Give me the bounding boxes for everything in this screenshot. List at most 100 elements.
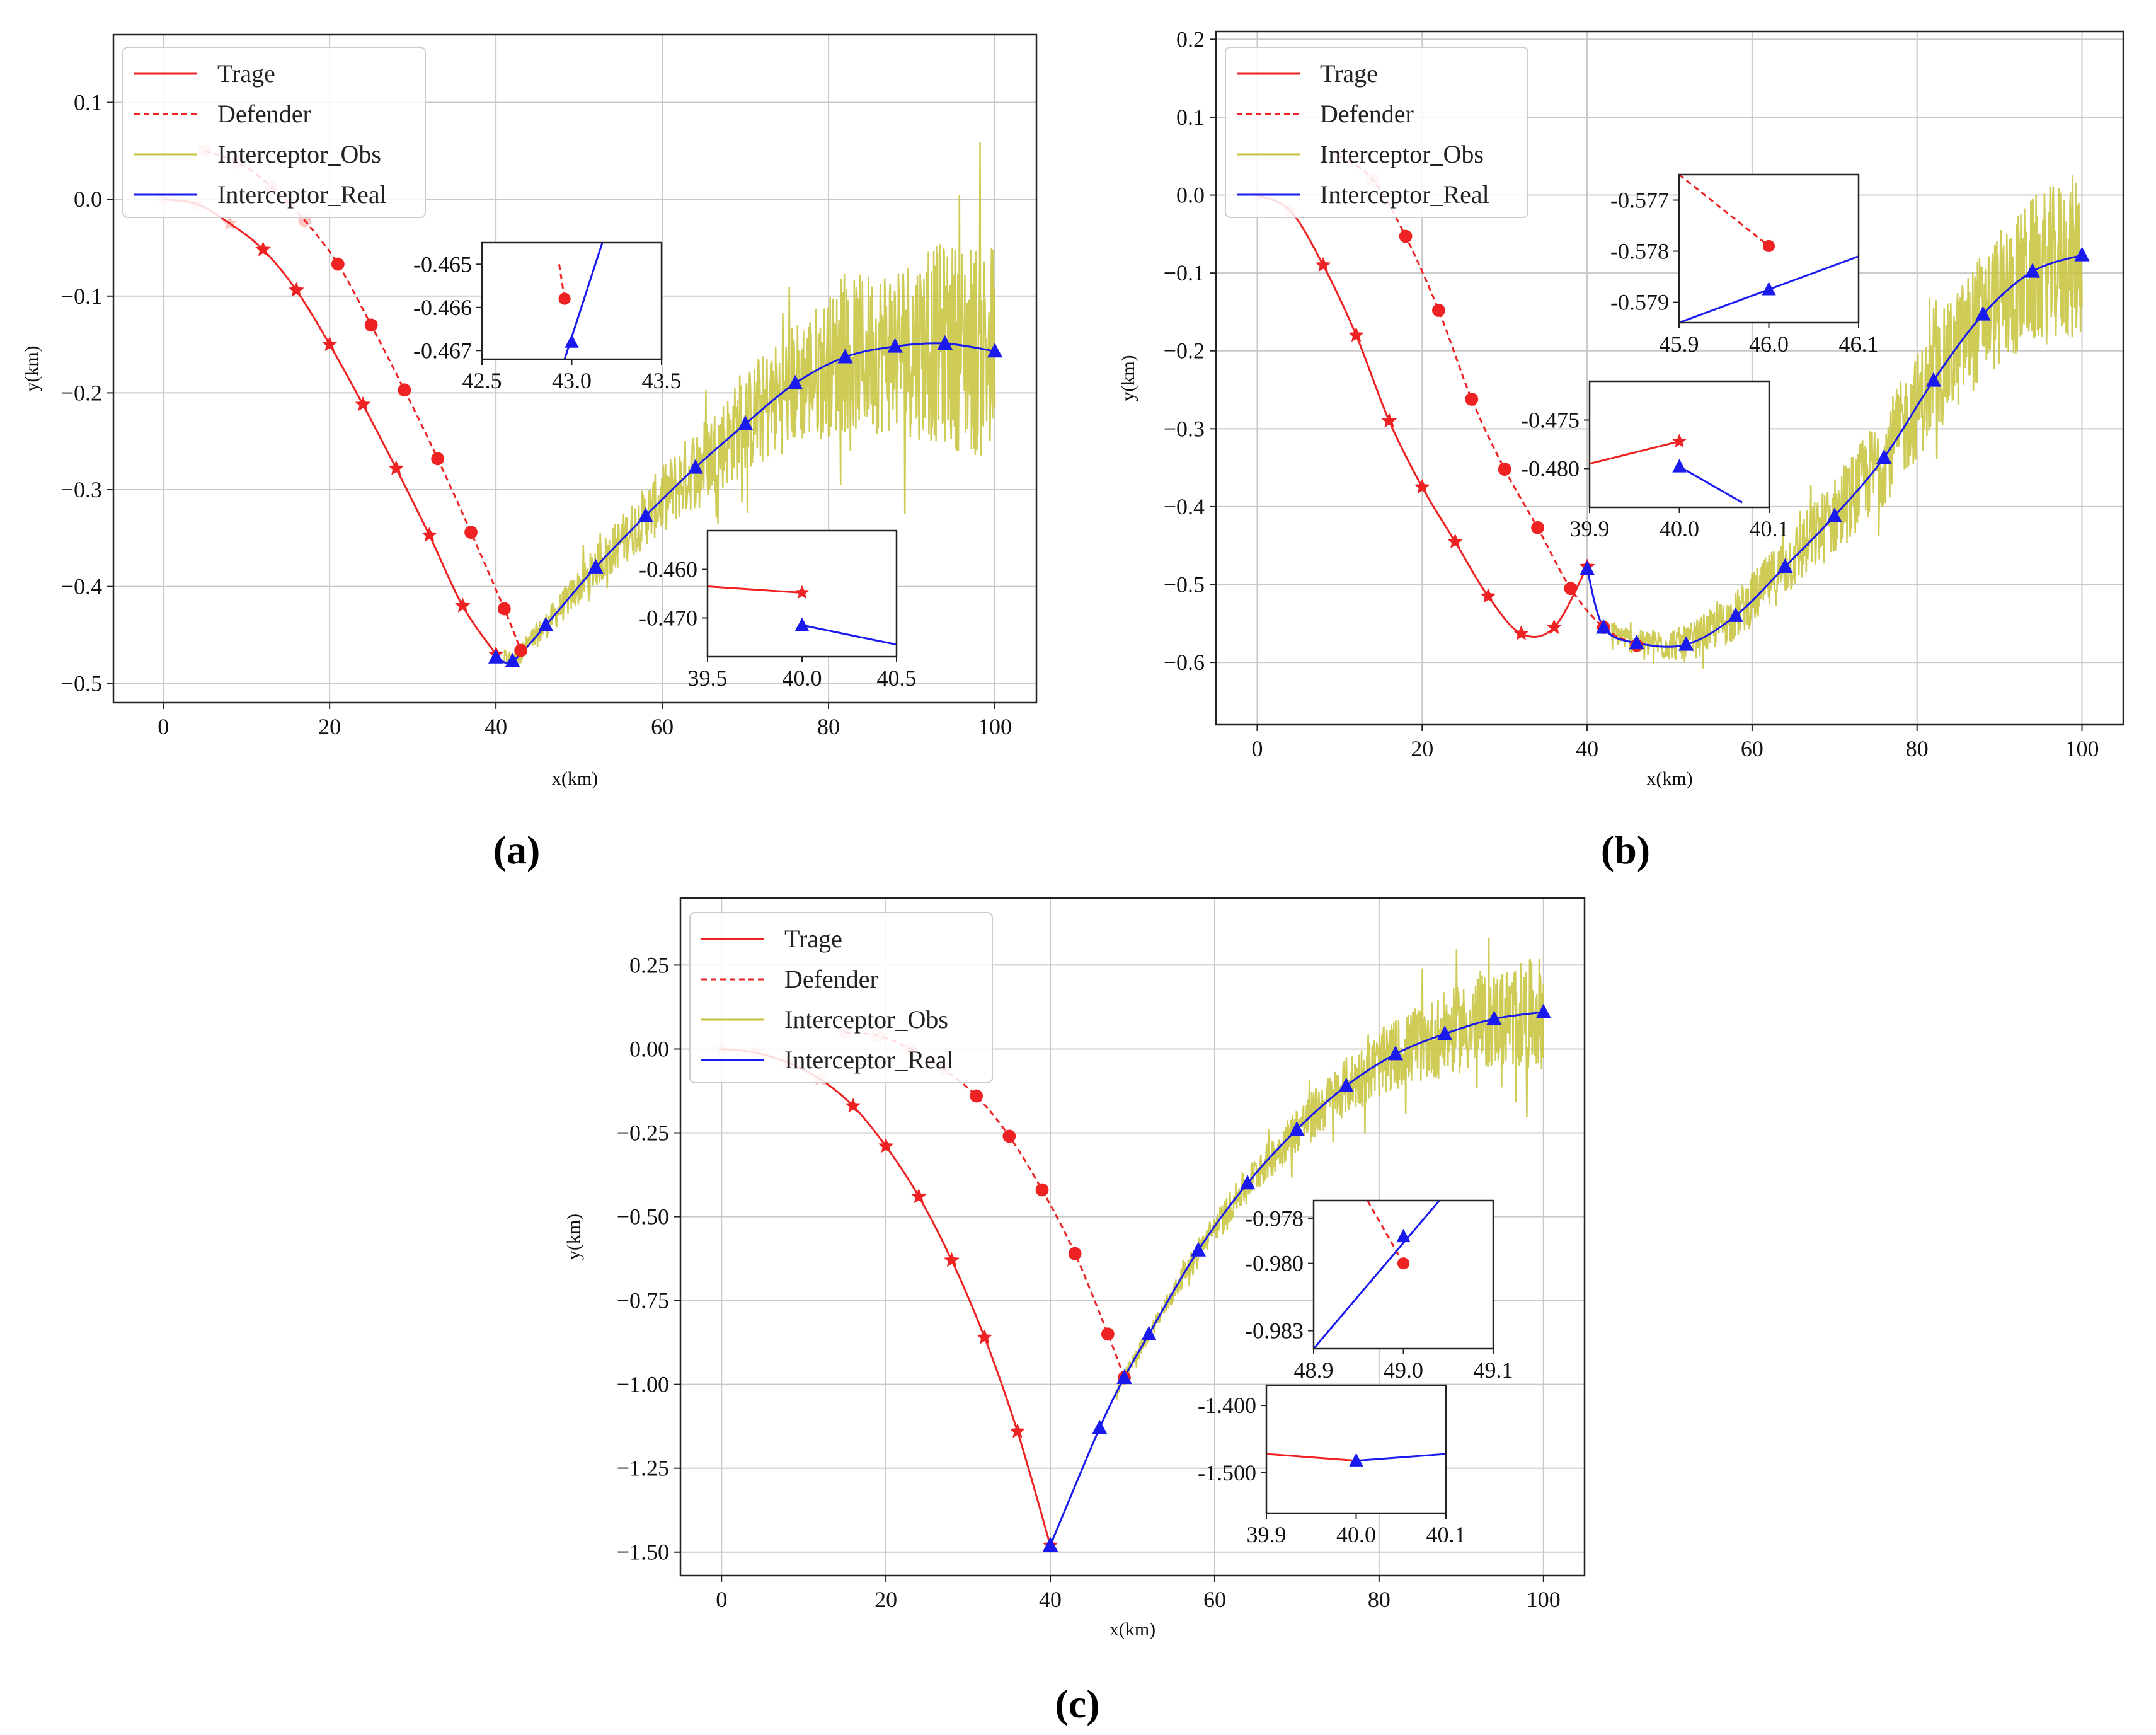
y-tick-label: −1.50 (617, 1540, 669, 1565)
interceptor-real-marker-8 (1387, 1046, 1404, 1061)
inset-x-tick-label: 49.1 (1474, 1357, 1513, 1383)
marker-group (538, 616, 554, 632)
marker-group (937, 335, 953, 350)
inset-line (708, 585, 803, 594)
x-tick-label: 60 (1203, 1587, 1226, 1612)
marker-group (970, 1089, 983, 1103)
trage-marker-0 (1672, 434, 1687, 448)
interceptor-real-marker-0 (1042, 1536, 1058, 1552)
marker-group (421, 527, 437, 542)
legend-label-4: Interceptor_Real (784, 1046, 954, 1074)
inset-y-tick-label: -0.480 (1521, 456, 1580, 481)
y-tick-label: −0.3 (61, 477, 102, 502)
defender-marker-7 (1564, 582, 1578, 596)
marker-group (977, 1329, 992, 1344)
interceptor-real-marker-0 (488, 648, 504, 664)
inset-x-tick-label: 43.5 (642, 368, 682, 393)
defender-marker-3 (1432, 304, 1445, 317)
marker-group (987, 343, 1003, 358)
marker-group (255, 241, 271, 257)
legend-label-1: Trage (217, 59, 275, 88)
defender-marker-0 (1762, 239, 1775, 253)
inset-area (1266, 1385, 1446, 1513)
interceptor-real-marker-1 (794, 617, 810, 631)
interceptor-real-marker-8 (837, 349, 853, 364)
x-tick-label: 40 (485, 714, 507, 739)
inset-x-tick-label: 39.9 (1247, 1522, 1287, 1547)
trage-marker-9 (1009, 1423, 1026, 1438)
inset-line (1590, 440, 1680, 465)
trage-marker-8 (1513, 625, 1529, 640)
marker-group (1437, 1025, 1453, 1040)
interceptor-real-marker-5 (1239, 1175, 1256, 1190)
inset-2: 39.9 40.0 40.1 -0.475 -0.480 (1521, 380, 1789, 541)
marker-group (1629, 634, 1644, 650)
y-tick-label: −1.00 (617, 1372, 669, 1397)
legend-label-3: Interceptor_Obs (1320, 140, 1484, 168)
marker-group (289, 282, 304, 297)
defender-marker-9 (497, 602, 511, 616)
x-tick-label: 40 (1576, 736, 1598, 761)
interceptor-real-marker-6 (1289, 1121, 1305, 1136)
interceptor-real-marker-11 (2074, 246, 2090, 262)
interceptor-real-marker-1 (505, 652, 520, 667)
trage-marker-2 (222, 215, 238, 231)
marker-group (1498, 463, 1511, 476)
y-tick-label: 0.1 (1176, 105, 1205, 130)
x-tick-label: 20 (1411, 736, 1433, 761)
interceptor-real-marker-1 (1396, 1228, 1411, 1243)
y-axis-label: y(km) (563, 1214, 584, 1260)
inset-1: 45.9 46.0 46.1 -0.577 -0.578 -0.579 (1610, 173, 1879, 357)
marker-group (1777, 558, 1793, 574)
y-tick-label: −0.2 (61, 380, 102, 405)
y-tick-label: −0.1 (61, 284, 102, 309)
y-tick-label: −0.75 (617, 1288, 669, 1313)
trage-line (1256, 194, 1588, 638)
marker-group (1414, 479, 1430, 494)
interceptor-real-marker-10 (937, 335, 953, 350)
defender-marker-2 (1399, 229, 1413, 243)
interceptor-real-marker-9 (887, 338, 903, 353)
trage-marker-4 (1381, 413, 1397, 428)
x-tick-label: 20 (874, 1587, 897, 1612)
trage-marker-3 (255, 241, 271, 257)
inset-1: 42.5 43.0 43.5 -0.465 -0.466 -0.467 (413, 241, 682, 393)
defender-marker-0 (1397, 1257, 1410, 1270)
inset-line (1266, 1453, 1356, 1462)
x-tick-label: 20 (318, 714, 341, 739)
marker-group (497, 602, 511, 616)
defender-marker-7 (1068, 1247, 1082, 1260)
marker-group (837, 349, 853, 364)
inset-y-tick-label: -0.467 (413, 338, 472, 363)
x-tick-label: 80 (1368, 1587, 1391, 1612)
inset-y-tick-label: -0.578 (1610, 239, 1669, 264)
x-tick-label: 80 (817, 714, 840, 739)
marker-group (505, 652, 520, 667)
legend-label-3: Interceptor_Obs (784, 1005, 948, 1034)
marker-group (845, 1098, 861, 1113)
plot-frame (112, 33, 1038, 704)
marker-group (1141, 1325, 1157, 1340)
interceptor-real-marker-2 (1116, 1369, 1132, 1384)
defender-marker-8 (1101, 1327, 1115, 1341)
trage-marker-4 (289, 282, 304, 297)
inset-y-tick-label: -0.470 (639, 605, 697, 630)
marker-group (1596, 619, 1612, 634)
interceptor-real-marker-9 (1437, 1025, 1453, 1040)
marker-group (788, 374, 803, 389)
plot-frame (1215, 30, 2124, 726)
inset-2: 39.5 40.0 40.5 -0.460 -0.470 (639, 529, 917, 691)
legend-label-4: Interceptor_Real (1320, 180, 1489, 209)
marker-group (1925, 372, 1942, 387)
inset-x-tick-label: 46.1 (1839, 331, 1879, 357)
inset-line (1679, 175, 1770, 247)
y-tick-label: 0.0 (74, 187, 102, 212)
y-tick-label: 0.2 (1176, 26, 1205, 52)
interceptor-real-marker-6 (737, 415, 754, 430)
marker-group (2074, 246, 2090, 262)
marker-group (887, 338, 903, 353)
y-tick-label: −1.25 (617, 1456, 669, 1481)
trage-marker-5 (878, 1138, 894, 1153)
marker-group (1042, 1536, 1058, 1552)
marker-group (687, 459, 704, 474)
